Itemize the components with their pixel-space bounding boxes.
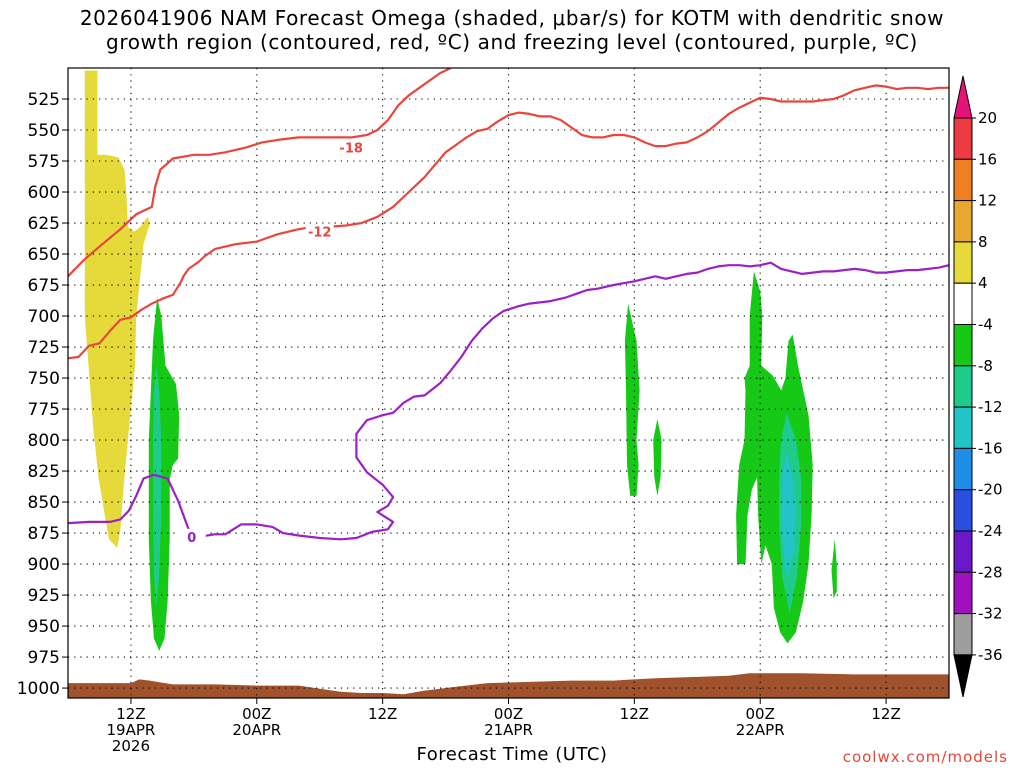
y-tick-label: 775: [28, 400, 60, 420]
omega-shading: [68, 70, 949, 698]
contour-line--12: [68, 84, 949, 360]
colorbar-swatch-0: [953, 117, 973, 160]
contour-label-bg--12: [305, 223, 334, 240]
x-tick-label: 19APR: [107, 721, 156, 739]
y-tick-label: 800: [28, 431, 60, 451]
colorbar-bottom-arrow: [953, 654, 973, 698]
y-tick-label: 925: [28, 586, 60, 606]
y-tick-label: 900: [28, 555, 60, 575]
colorbar-label: 20: [978, 109, 997, 127]
colorbar-label: -32: [978, 605, 1003, 623]
chart-title-line2: growth region (contoured, red, ºC) and f…: [106, 30, 918, 54]
x-tick-label: 21APR: [484, 721, 533, 739]
y-tick-label: 650: [28, 245, 60, 265]
colorbar-label: -20: [978, 481, 1003, 499]
colorbar-label: 12: [978, 192, 997, 210]
x-tick-label: 12Z: [871, 705, 900, 723]
x-tick-label: 12Z: [368, 705, 397, 723]
contour-line-0: [68, 261, 949, 541]
omega-region-3: [624, 303, 640, 496]
y-tick-label: 700: [28, 307, 60, 327]
colorbar-label: -28: [978, 563, 1003, 581]
y-tick-label: 550: [28, 121, 60, 141]
colorbar-label: 4: [978, 274, 988, 292]
contour-label-bg--18: [337, 139, 366, 156]
colorbar-swatch-8: [953, 447, 973, 491]
y-axis-pressure: 525 550 575 600 625 650 675 700 725 750 775 800 825 8…: [17, 90, 68, 699]
contour-label--12: -12: [308, 226, 332, 241]
terrain-surface: [68, 673, 949, 698]
y-tick-label: 675: [28, 276, 60, 296]
colorbar-label: 16: [978, 150, 997, 168]
y-tick-label: 850: [28, 493, 60, 513]
x-tick-label: 22APR: [736, 721, 785, 739]
omega-region-0: [84, 70, 150, 548]
y-tick-label: 750: [28, 369, 60, 389]
plot-frame: [67, 67, 950, 699]
colorbar-label: 8: [978, 233, 988, 251]
contour-lines: -18 -12 0: [68, 68, 949, 546]
colorbar-label: -16: [978, 439, 1003, 457]
colorbar-swatch-9: [953, 489, 973, 532]
y-tick-label: 600: [28, 183, 60, 203]
colorbar-swatch-7: [953, 406, 973, 449]
x-tick-label: 00Z: [746, 705, 775, 723]
colorbar-swatch-4: [953, 282, 973, 326]
colorbar-swatch-10: [953, 530, 973, 573]
x-axis-title: Forecast Time (UTC): [416, 744, 608, 765]
colorbar-label: -12: [978, 398, 1003, 416]
y-tick-label: 525: [28, 90, 60, 110]
y-tick-label: 575: [28, 152, 60, 172]
gridlines: [68, 68, 949, 698]
y-tick-label: 875: [28, 524, 60, 544]
x-tick-label: 12Z: [620, 705, 649, 723]
y-tick-label: 975: [28, 648, 60, 668]
colorbar-top-arrow: [953, 75, 973, 119]
omega-region-5: [736, 271, 813, 644]
x-tick-label: 12Z: [116, 705, 145, 723]
colorbar-label: -24: [978, 522, 1003, 540]
colorbar-swatch-12: [953, 613, 973, 656]
y-tick-label: 725: [28, 338, 60, 358]
colorbar-label: -36: [978, 646, 1003, 664]
colorbar-label: -4: [978, 316, 993, 334]
colorbar-swatch-11: [953, 571, 973, 615]
colorbar-swatch-2: [953, 200, 973, 243]
colorbar-swatch-6: [953, 365, 973, 408]
contour-line--18: [68, 68, 452, 278]
colorbar-label: -8: [978, 357, 993, 375]
contour-label-0: 0: [187, 531, 196, 546]
contour-label-bg-0: [177, 528, 206, 545]
y-tick-label: 950: [28, 617, 60, 637]
x-tick-label: 00Z: [242, 705, 271, 723]
omega-region-7: [781, 452, 796, 577]
y-tick-label: 1000: [17, 679, 60, 699]
colorbar-swatch-1: [953, 158, 973, 202]
omega-region-8: [831, 539, 837, 599]
x-tick-label: 20APR: [232, 721, 281, 739]
omega-region-2: [153, 365, 162, 608]
site-credit: coolwx.com/models: [842, 748, 1008, 766]
omega-colorbar: 20 16 12 8 4 -4 -8 -12 -16 -20 -24 -28 -32 -36: [953, 75, 1003, 698]
colorbar-swatch-3: [953, 241, 973, 284]
y-tick-label: 825: [28, 462, 60, 482]
omega-region-4: [653, 419, 662, 496]
colorbar-swatch-5: [953, 324, 973, 367]
y-tick-label: 625: [28, 214, 60, 234]
x-tick-label: 2026: [112, 737, 150, 755]
chart-title-line1: 2026041906 NAM Forecast Omega (shaded, μ…: [79, 6, 945, 30]
x-tick-label: 00Z: [494, 705, 523, 723]
chart-title: 2026041906 NAM Forecast Omega (shaded, μ…: [0, 6, 1024, 54]
contour-label--18: -18: [339, 141, 363, 156]
